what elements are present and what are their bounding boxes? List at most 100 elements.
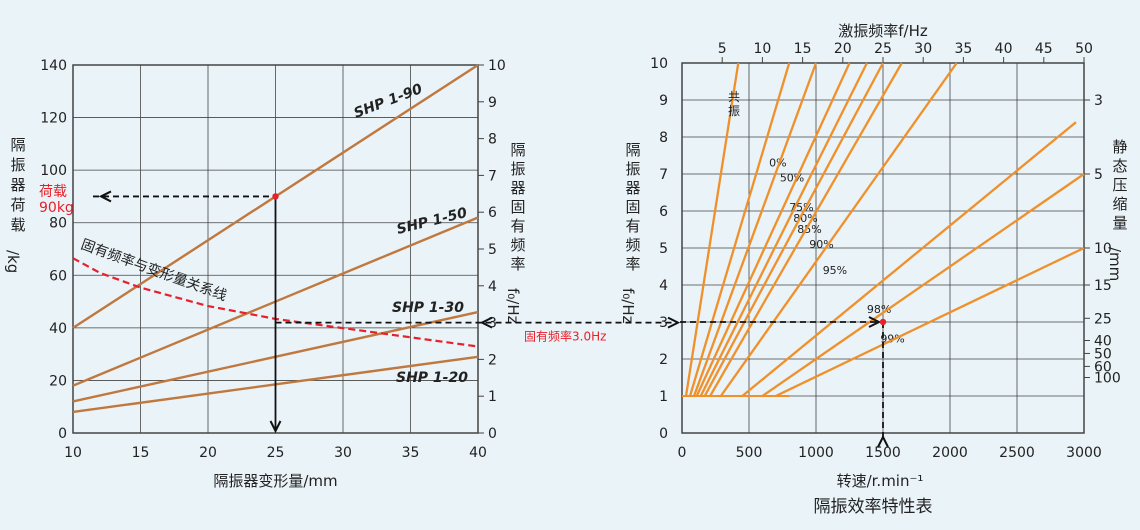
efficiency-line-11 — [775, 246, 1085, 398]
efficiency-line-7 — [709, 62, 903, 397]
right-y-tick-label: 0 — [659, 426, 668, 442]
left-right-tick-label: 2 — [488, 352, 497, 368]
right-x-tick-label: 500 — [736, 445, 763, 461]
curve-label: 固有频率与变形量关系线 — [79, 236, 230, 305]
deflection-arrow — [269, 420, 282, 434]
deflection-tick-label: 60 — [1094, 359, 1112, 375]
right-y-tick-label: 8 — [659, 130, 668, 146]
left-right-axis-title-char: 率 — [510, 255, 525, 273]
top-axis-tick-label: 20 — [834, 41, 852, 57]
efficiency-line-2 — [688, 62, 791, 397]
right-y-axis-title-char: 有 — [625, 217, 640, 235]
left-right-tick-label: 7 — [488, 168, 497, 184]
right-x-tick-label: 1500 — [865, 445, 901, 461]
load-line-label: SHP 1-50 — [395, 205, 469, 238]
left-right-tick-label: 9 — [488, 95, 497, 111]
static-deflection-axis-title-char: 静 — [1112, 138, 1127, 156]
left-y-axis-title-char: 器 — [10, 176, 25, 194]
right-x-tick-label: 3000 — [1066, 445, 1102, 461]
left-right-tick-label: 8 — [488, 132, 497, 148]
left-y-tick-label: 40 — [49, 321, 67, 337]
top-axis-tick-label: 40 — [995, 41, 1013, 57]
right-y-axis-title-char: 率 — [625, 255, 640, 273]
frequency-value-label: 固有频率3.0Hz — [524, 329, 606, 344]
load-operating-point — [272, 193, 279, 200]
right-y-tick-label: 10 — [650, 56, 668, 72]
top-axis-tick-label: 45 — [1035, 41, 1053, 57]
left-right-axis-title-char: 振 — [510, 160, 525, 178]
frequency-link: 固有频率3.0Hz — [275, 316, 681, 344]
left-y-tick-label: 20 — [49, 373, 67, 389]
top-axis-tick-label: 50 — [1075, 41, 1093, 57]
right-y-axis-title-part: f₀/Hz — [619, 288, 637, 324]
left-y-axis-title-char: 隔 — [10, 136, 25, 154]
deflection-tick-label: 3 — [1094, 93, 1103, 109]
efficiency-line-6 — [703, 62, 885, 397]
right-y-axis-title-char: 隔 — [625, 141, 640, 159]
deflection-tick-label: 15 — [1094, 278, 1112, 294]
right-x-axis-title: 转速/r.min⁻¹ — [837, 472, 924, 490]
right-y-tick-label: 7 — [659, 167, 668, 183]
efficiency-line-9 — [741, 121, 1077, 397]
left-right-tick-label: 5 — [488, 242, 497, 258]
left-y-tick-label: 140 — [40, 58, 67, 74]
deflection-tick-label: 100 — [1094, 371, 1121, 387]
right-y-tick-label: 3 — [659, 315, 668, 331]
deflection-tick-label: 5 — [1094, 167, 1103, 183]
top-axis-tick-label: 25 — [874, 41, 892, 57]
deflection-tick-label: 10 — [1094, 241, 1112, 257]
left-x-tick-label: 35 — [402, 445, 420, 461]
load-deflection-chart: 10 15 20 25 30 35 4002040608010012014001234567… — [4, 58, 526, 490]
efficiency-line-5 — [699, 62, 868, 397]
left-right-axis-title-part: f₀/Hz — [504, 288, 522, 324]
right-x-tick-label: 1000 — [798, 445, 834, 461]
left-right-tick-label: 6 — [488, 205, 497, 221]
deflection-tick-label: 25 — [1094, 311, 1112, 327]
efficiency-line-label: 0% — [769, 157, 786, 170]
top-axis-tick-label: 5 — [718, 41, 727, 57]
static-deflection-axis-title-part: /mm — [1106, 247, 1124, 281]
left-right-axis-title-char: 固 — [510, 198, 525, 216]
efficiency-line-label: 50% — [780, 171, 804, 184]
left-right-axis-title-char: 频 — [510, 236, 525, 254]
left-right-tick-label: 3 — [488, 316, 497, 332]
bridge-arrow-right — [667, 316, 681, 329]
left-y-axis-title-char: 载 — [10, 216, 25, 234]
right-y-axis-title-char: 器 — [625, 179, 640, 197]
left-right-tick-label: 4 — [488, 279, 497, 295]
efficiency-line-4 — [695, 62, 851, 397]
static-deflection-axis-title-char: 压 — [1112, 176, 1127, 194]
right-y-tick-label: 6 — [659, 204, 668, 220]
left-x-tick-label: 15 — [132, 445, 150, 461]
load-value-label: 90kg — [39, 200, 74, 216]
static-deflection-axis-title-char: 态 — [1112, 157, 1127, 175]
left-right-axis-title-char: 器 — [510, 179, 525, 197]
left-y-tick-label: 0 — [58, 426, 67, 442]
right-y-tick-label: 5 — [659, 241, 668, 257]
right-x-tick-label: 0 — [678, 445, 687, 461]
left-y-tick-label: 80 — [49, 216, 67, 232]
rpm-arrow — [877, 434, 889, 448]
efficiency-line-8 — [719, 62, 958, 397]
load-line-label: SHP 1-90 — [352, 81, 425, 122]
top-axis-title: 激振频率f/Hz — [838, 22, 928, 40]
left-x-tick-label: 10 — [64, 445, 82, 461]
resonance-label-char: 共 — [728, 90, 740, 104]
efficiency-operating-point — [879, 318, 887, 326]
left-right-tick-label: 10 — [488, 58, 506, 74]
efficiency-line-label: 90% — [809, 238, 833, 251]
frequency-arrow — [868, 316, 882, 328]
left-x-tick-label: 25 — [267, 445, 285, 461]
left-right-tick-label: 1 — [488, 389, 497, 405]
right-y-tick-label: 2 — [659, 352, 668, 368]
deflection-tick-label: 40 — [1094, 334, 1112, 350]
left-y-axis-title-part: /kg — [4, 250, 22, 273]
static-deflection-axis-title-char: 缩 — [1112, 195, 1127, 213]
right-x-tick-label: 2000 — [932, 445, 968, 461]
left-right-tick-label: 0 — [488, 426, 497, 442]
